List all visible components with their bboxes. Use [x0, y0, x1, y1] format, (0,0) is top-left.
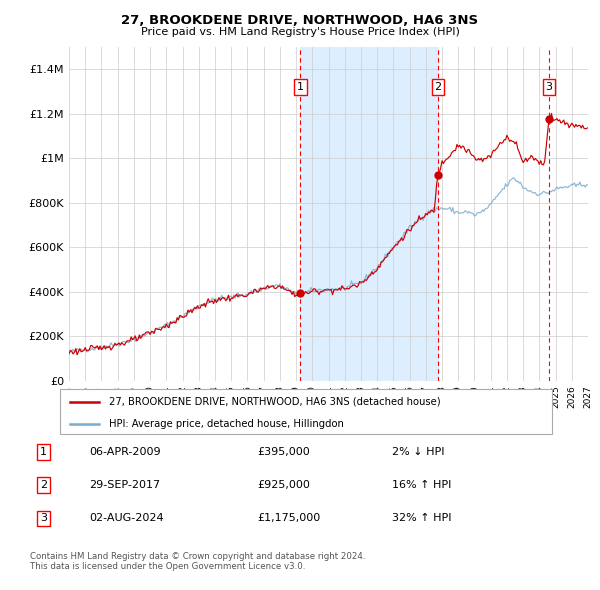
Bar [549, 47, 588, 381]
Bar [301, 47, 438, 381]
Text: 32% ↑ HPI: 32% ↑ HPI [392, 513, 451, 523]
Text: 27, BROOKDENE DRIVE, NORTHWOOD, HA6 3NS: 27, BROOKDENE DRIVE, NORTHWOOD, HA6 3NS [121, 14, 479, 27]
Text: Contains HM Land Registry data © Crown copyright and database right 2024.
This d: Contains HM Land Registry data © Crown c… [30, 552, 365, 571]
Text: HPI: Average price, detached house, Hillingdon: HPI: Average price, detached house, Hill… [109, 419, 344, 429]
Text: 29-SEP-2017: 29-SEP-2017 [89, 480, 161, 490]
Text: £395,000: £395,000 [257, 447, 310, 457]
Text: 2: 2 [434, 82, 442, 92]
Text: 2% ↓ HPI: 2% ↓ HPI [392, 447, 444, 457]
Text: 1: 1 [297, 82, 304, 92]
Text: Price paid vs. HM Land Registry's House Price Index (HPI): Price paid vs. HM Land Registry's House … [140, 27, 460, 37]
Bar [549, 47, 588, 381]
Text: £1,175,000: £1,175,000 [257, 513, 320, 523]
FancyBboxPatch shape [60, 389, 552, 434]
Text: £925,000: £925,000 [257, 480, 310, 490]
Text: 06-APR-2009: 06-APR-2009 [89, 447, 161, 457]
Text: 2: 2 [40, 480, 47, 490]
Text: 27, BROOKDENE DRIVE, NORTHWOOD, HA6 3NS (detached house): 27, BROOKDENE DRIVE, NORTHWOOD, HA6 3NS … [109, 397, 441, 407]
Text: 3: 3 [40, 513, 47, 523]
Text: 16% ↑ HPI: 16% ↑ HPI [392, 480, 451, 490]
Text: 1: 1 [40, 447, 47, 457]
Text: 02-AUG-2024: 02-AUG-2024 [89, 513, 164, 523]
Text: 3: 3 [545, 82, 553, 92]
